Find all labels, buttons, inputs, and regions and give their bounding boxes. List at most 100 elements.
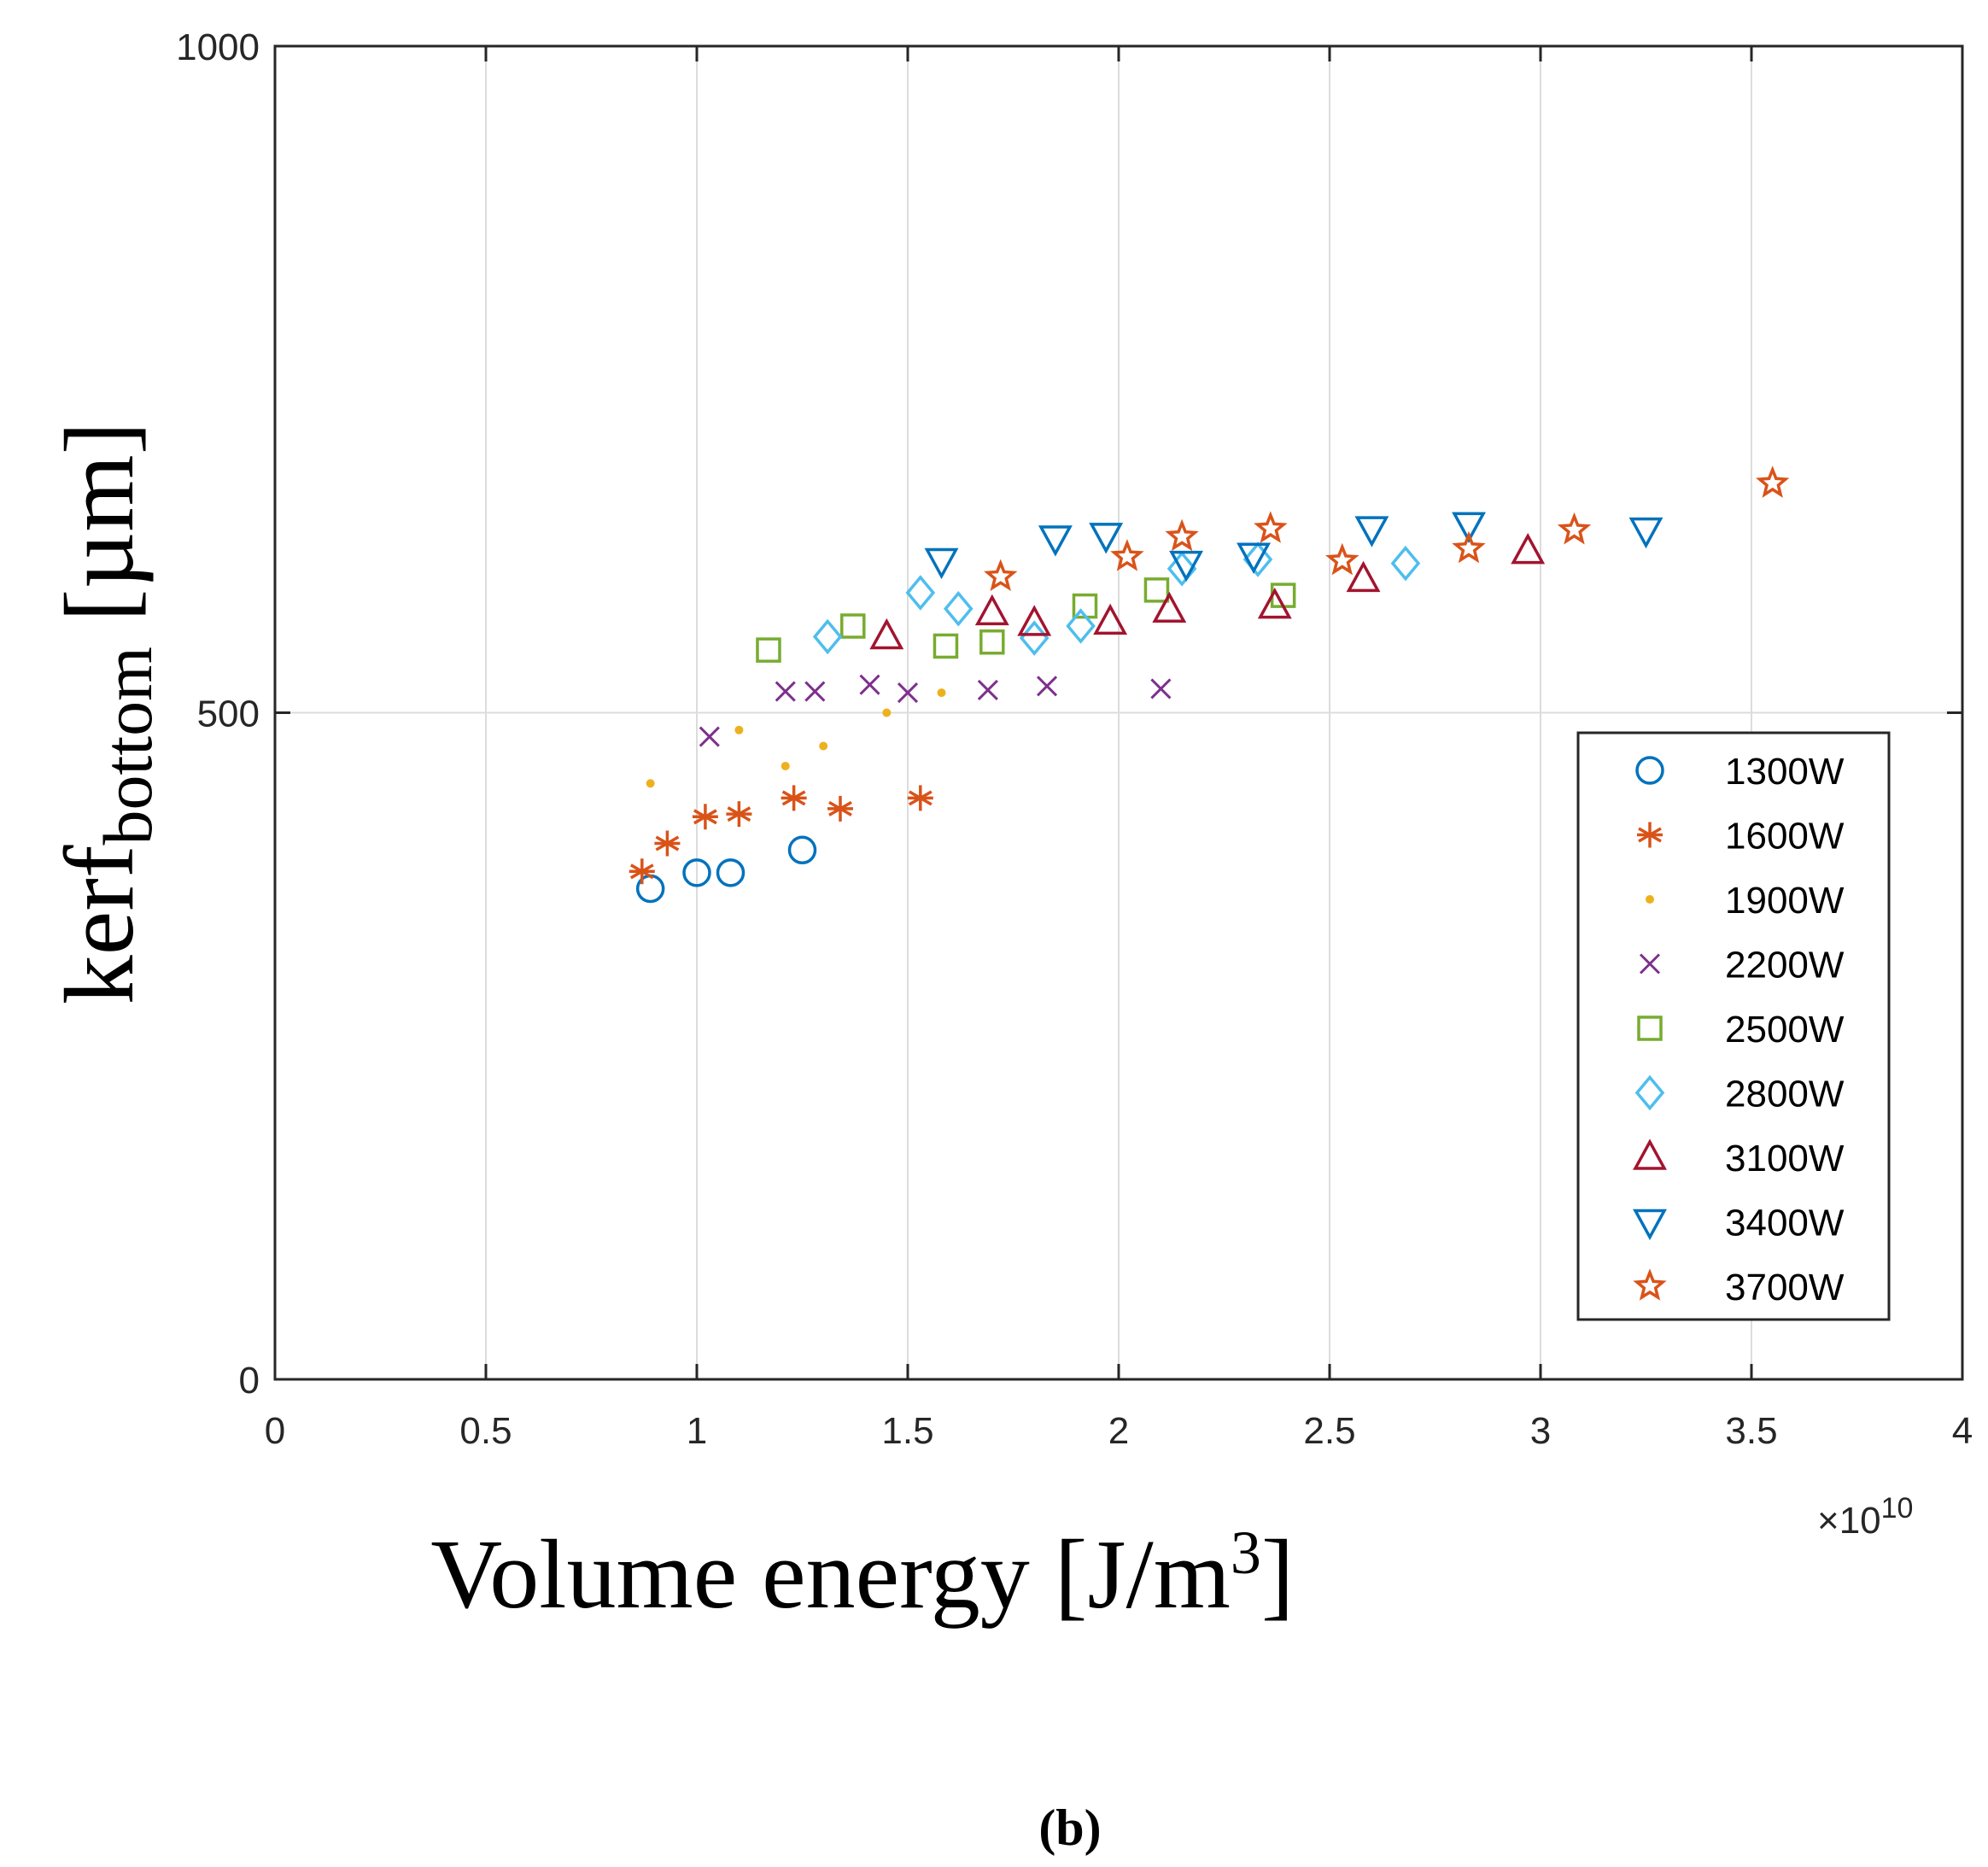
legend-label-1600W: 1600W: [1725, 816, 1845, 857]
x-tick-label: 1.5: [881, 1410, 933, 1452]
data-point-2200W: [859, 674, 880, 695]
data-point-2200W: [1036, 676, 1058, 697]
legend-label-3400W: 3400W: [1725, 1203, 1845, 1244]
data-point-2500W: [840, 613, 866, 639]
series-2800W: [812, 541, 1421, 656]
legend-label-1300W: 1300W: [1725, 751, 1845, 793]
data-point-2800W: [905, 575, 936, 611]
data-point-2800W: [1242, 541, 1273, 577]
data-point-3700W: [1557, 512, 1592, 545]
legend-label-3700W: 3700W: [1725, 1267, 1845, 1308]
data-point-3100W: [1093, 603, 1128, 635]
legend-marker-2800W: [1634, 1074, 1665, 1111]
data-point-2800W: [944, 591, 974, 627]
grid-lines: [275, 46, 1962, 1379]
data-point-3700W: [1452, 530, 1486, 564]
series-1600W: [629, 785, 933, 885]
data-point-1900W: [882, 708, 892, 717]
data-point-2200W: [804, 681, 826, 702]
data-point-3100W: [974, 594, 1009, 626]
data-point-3400W: [1038, 525, 1073, 557]
data-point-1300W: [682, 858, 711, 887]
data-point-2200W: [775, 681, 796, 702]
data-point-3100W: [1152, 591, 1187, 623]
data-point-1900W: [646, 779, 655, 788]
legend-label-1900W: 1900W: [1725, 880, 1845, 922]
data-point-2500W: [1143, 577, 1170, 603]
data-point-3700W: [1254, 511, 1288, 543]
data-point-1600W: [629, 858, 655, 885]
data-point-2500W: [756, 637, 781, 663]
data-point-3700W: [1165, 518, 1199, 552]
x-tick-label: 1: [687, 1410, 707, 1452]
legend-marker-3400W: [1633, 1209, 1667, 1241]
data-point-3400W: [1089, 523, 1124, 554]
x-tick-label: 0.5: [459, 1410, 512, 1452]
x-tick-label: 3: [1530, 1410, 1551, 1452]
data-point-2800W: [1019, 620, 1050, 656]
y-tick-label: 500: [197, 694, 260, 735]
legend-marker-3700W: [1633, 1268, 1667, 1301]
data-point-1900W: [937, 688, 946, 698]
data-point-2200W: [897, 682, 919, 704]
series-3100W: [869, 532, 1546, 650]
data-point-3400W: [1354, 516, 1389, 547]
data-point-1900W: [819, 741, 828, 751]
data-point-3100W: [1346, 560, 1381, 593]
legend-label-3100W: 3100W: [1725, 1138, 1845, 1179]
data-point-1300W: [716, 858, 746, 887]
data-point-2800W: [1390, 545, 1421, 582]
data-point-2200W: [699, 726, 720, 747]
series-3400W: [924, 512, 1663, 582]
legend: 1300W 1600W 1900W 2200W 2500W 2800W 3100W 3400W…: [1576, 731, 1891, 1321]
data-point-3400W: [1237, 542, 1272, 574]
data-point-3100W: [1257, 587, 1292, 619]
data-point-2800W: [1166, 551, 1197, 587]
legend-box: [1576, 731, 1891, 1321]
legend-marker-1600W: [1637, 822, 1663, 848]
data-point-2200W: [1150, 678, 1172, 699]
series-1900W: [646, 688, 946, 788]
data-point-1600W: [692, 804, 718, 830]
data-point-3100W: [1017, 605, 1052, 636]
series-2200W: [699, 674, 1172, 747]
legend-label-2800W: 2800W: [1725, 1074, 1845, 1115]
y-tick-label: 0: [239, 1360, 260, 1402]
data-point-1600W: [781, 785, 807, 811]
data-point-2500W: [933, 633, 959, 659]
data-point-3700W: [1756, 465, 1790, 498]
legend-marker-1900W: [1646, 895, 1654, 904]
data-point-3100W: [1511, 532, 1546, 565]
data-point-1300W: [787, 835, 817, 865]
data-point-3700W: [1325, 542, 1359, 576]
y-tick-label: 1000: [176, 26, 260, 68]
legend-marker-2200W: [1639, 953, 1661, 974]
x-tick-label: 3.5: [1725, 1410, 1777, 1452]
series-2500W: [756, 577, 1296, 663]
y-axis-label: kerfbottom [µm]: [45, 422, 167, 1004]
x-tick-label: 2: [1108, 1410, 1129, 1452]
data-point-3700W: [984, 559, 1018, 592]
data-point-1600W: [726, 801, 752, 828]
series-3700W: [984, 465, 1790, 592]
legend-label-2500W: 2500W: [1725, 1009, 1845, 1051]
data-marks: [629, 465, 1790, 904]
data-point-2200W: [977, 679, 998, 701]
data-point-1900W: [734, 725, 744, 735]
legend-marker-1300W: [1635, 756, 1664, 785]
legend-marker-3100W: [1633, 1138, 1667, 1170]
data-point-3400W: [1169, 550, 1203, 582]
x-tick-label: 2.5: [1303, 1410, 1355, 1452]
legend-label-2200W: 2200W: [1725, 945, 1845, 986]
data-point-2800W: [812, 618, 843, 655]
data-point-3400W: [1628, 517, 1663, 549]
data-point-1600W: [827, 795, 853, 822]
x-tick-label: 4: [1952, 1410, 1973, 1452]
data-point-1600W: [907, 785, 933, 811]
figure-caption: (b): [1038, 1800, 1101, 1856]
data-point-2800W: [1066, 608, 1096, 644]
x-axis-label: Volume energy [J/m3]: [430, 1519, 1294, 1630]
data-point-1900W: [781, 761, 790, 770]
legend-marker-2500W: [1637, 1015, 1663, 1041]
